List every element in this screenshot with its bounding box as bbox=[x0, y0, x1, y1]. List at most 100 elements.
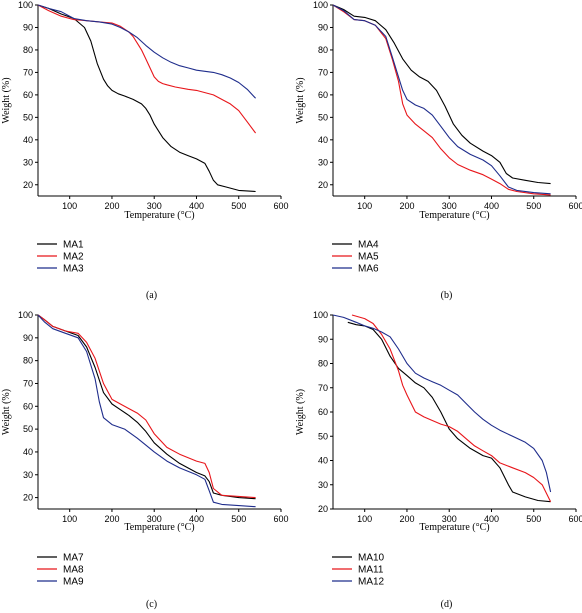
series-line-ma7 bbox=[37, 314, 256, 500]
legend-label-ma6: MA6 bbox=[358, 264, 379, 275]
y-tick-label: 50 bbox=[23, 112, 33, 122]
y-tick-label: 100 bbox=[313, 310, 328, 320]
y-tick-label: 60 bbox=[318, 407, 328, 417]
legend-label-ma12: MA12 bbox=[358, 577, 385, 588]
y-tick-label: 70 bbox=[23, 378, 33, 388]
x-tick-label: 200 bbox=[104, 514, 119, 524]
y-tick-label: 40 bbox=[23, 135, 33, 145]
y-axis-label: Weight (%) bbox=[1, 77, 12, 123]
legend-label-ma11: MA11 bbox=[358, 565, 384, 576]
series-line-ma12 bbox=[332, 314, 552, 493]
x-tick-label: 100 bbox=[62, 514, 77, 524]
x-tick-label: 300 bbox=[442, 514, 457, 524]
y-tick-label: 50 bbox=[318, 112, 328, 122]
y-tick-label: 40 bbox=[318, 456, 328, 466]
series-line-ma11 bbox=[351, 314, 552, 502]
x-tick-label: 100 bbox=[357, 514, 372, 524]
x-axis-label: Temperature (°C) bbox=[419, 522, 489, 533]
x-tick-label: 400 bbox=[484, 514, 499, 524]
y-tick-label: 100 bbox=[18, 0, 33, 10]
series-line-ma10 bbox=[347, 321, 551, 503]
x-axis-label: Temperature (°C) bbox=[124, 210, 194, 221]
y-tick-label: 90 bbox=[318, 334, 328, 344]
y-tick-label: 90 bbox=[23, 333, 33, 343]
legend-label-ma10: MA10 bbox=[358, 553, 385, 564]
x-axis-label: Temperature (°C) bbox=[124, 522, 194, 533]
x-tick-label: 400 bbox=[189, 514, 204, 524]
x-tick-label: 300 bbox=[147, 514, 162, 524]
panel-caption: (d) bbox=[441, 599, 453, 610]
x-tick-label: 500 bbox=[231, 201, 246, 211]
y-tick-label: 90 bbox=[318, 22, 328, 32]
series-line-ma1 bbox=[37, 4, 256, 193]
y-tick-label: 60 bbox=[23, 90, 33, 100]
x-tick-label: 300 bbox=[147, 201, 162, 211]
series-line-ma6 bbox=[332, 4, 551, 195]
chart-panel-4: 100 200 300 400 500 600 20 30 40 50 60 70 80 90 100 Tem… bbox=[295, 310, 582, 610]
chart-panel-3: 100 200 300 400 500 600 20 30 40 50 60 70 80 90 100 Tem… bbox=[1, 310, 289, 610]
y-tick-label: 40 bbox=[23, 447, 33, 457]
legend-label-ma9: MA9 bbox=[63, 577, 84, 588]
x-axis-label: Temperature (°C) bbox=[419, 210, 489, 221]
x-tick-label: 600 bbox=[273, 201, 288, 211]
y-axis-label: Weight (%) bbox=[295, 77, 306, 123]
y-tick-label: 60 bbox=[318, 90, 328, 100]
series-line-ma8 bbox=[37, 314, 256, 499]
legend-label-ma5: MA5 bbox=[358, 252, 379, 263]
y-tick-label: 70 bbox=[318, 383, 328, 393]
x-tick-label: 300 bbox=[442, 201, 457, 211]
y-tick-label: 70 bbox=[318, 67, 328, 77]
x-tick-label: 500 bbox=[526, 201, 541, 211]
y-tick-label: 100 bbox=[313, 0, 328, 10]
y-tick-label: 80 bbox=[318, 359, 328, 369]
series-line-ma3 bbox=[37, 4, 257, 99]
x-tick-label: 400 bbox=[189, 201, 204, 211]
y-tick-label: 70 bbox=[23, 67, 33, 77]
legend-label-ma3: MA3 bbox=[63, 264, 84, 275]
legend-label-ma7: MA7 bbox=[63, 553, 84, 564]
y-tick-label: 30 bbox=[23, 470, 33, 480]
x-tick-label: 600 bbox=[568, 201, 582, 211]
y-tick-label: 80 bbox=[318, 45, 328, 55]
x-tick-label: 100 bbox=[357, 201, 372, 211]
x-tick-label: 600 bbox=[273, 514, 288, 524]
y-tick-label: 20 bbox=[23, 493, 33, 503]
y-tick-label: 30 bbox=[318, 157, 328, 167]
y-tick-label: 90 bbox=[23, 22, 33, 32]
x-tick-label: 500 bbox=[526, 514, 541, 524]
y-tick-label: 20 bbox=[318, 180, 328, 190]
chart-panel-1: 100 200 300 400 500 600 20 30 40 50 60 70 80 90 100 Tem… bbox=[1, 0, 289, 301]
y-tick-label: 80 bbox=[23, 45, 33, 55]
x-tick-label: 200 bbox=[399, 514, 414, 524]
x-tick-label: 400 bbox=[484, 201, 499, 211]
x-tick-label: 600 bbox=[568, 514, 582, 524]
x-tick-label: 200 bbox=[104, 201, 119, 211]
x-tick-label: 500 bbox=[231, 514, 246, 524]
y-axis-label: Weight (%) bbox=[295, 389, 306, 435]
x-tick-label: 200 bbox=[399, 201, 414, 211]
y-tick-label: 20 bbox=[23, 180, 33, 190]
y-axis-label: Weight (%) bbox=[1, 389, 12, 435]
y-tick-label: 60 bbox=[23, 401, 33, 411]
y-tick-label: 100 bbox=[18, 310, 33, 320]
y-tick-label: 30 bbox=[23, 157, 33, 167]
y-tick-label: 20 bbox=[318, 504, 328, 514]
series-line-ma2 bbox=[37, 4, 257, 134]
y-tick-label: 80 bbox=[23, 356, 33, 366]
series-line-ma9 bbox=[37, 314, 256, 508]
legend-label-ma4: MA4 bbox=[358, 240, 379, 251]
x-tick-label: 100 bbox=[62, 201, 77, 211]
legend-label-ma1: MA1 bbox=[63, 240, 84, 251]
y-tick-label: 40 bbox=[318, 135, 328, 145]
y-tick-label: 30 bbox=[318, 480, 328, 490]
y-tick-label: 50 bbox=[318, 431, 328, 441]
legend-label-ma2: MA2 bbox=[63, 252, 84, 263]
y-tick-label: 50 bbox=[23, 424, 33, 434]
legend-label-ma8: MA8 bbox=[63, 565, 84, 576]
series-line-ma4 bbox=[332, 4, 551, 185]
panel-caption: (c) bbox=[146, 599, 157, 610]
panel-caption: (a) bbox=[146, 290, 157, 301]
panel-caption: (b) bbox=[441, 290, 453, 301]
chart-panel-2: 100 200 300 400 500 600 20 30 40 50 60 70 80 90 100 Tem… bbox=[295, 0, 582, 301]
